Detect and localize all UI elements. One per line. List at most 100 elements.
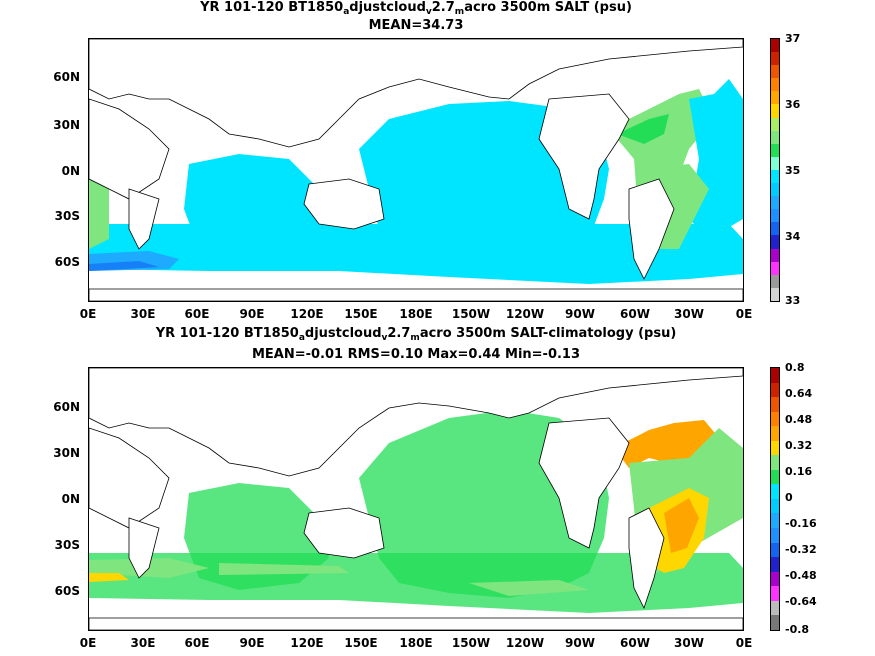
- colorbar-swatch: [771, 411, 779, 427]
- panel1-lon-label: 30E: [130, 307, 156, 321]
- panel2-stats: MEAN=-0.01 RMS=0.10 Max=0.44 Min=-0.13: [251, 347, 581, 362]
- panel1-lon-label: 30W: [674, 307, 704, 321]
- colorbar-swatch: [771, 169, 779, 184]
- colorbar-swatch: [771, 368, 779, 383]
- panel2-lon-label: 30W: [674, 636, 704, 650]
- colorbar-swatch: [771, 65, 779, 79]
- colorbar-swatch: [771, 287, 779, 301]
- colorbar-swatch: [771, 397, 779, 412]
- colorbar-swatch: [771, 104, 779, 118]
- panel1-lat-label: 30S: [54, 209, 80, 223]
- panel1-colorbar: [770, 38, 780, 302]
- panel2-map: [88, 367, 744, 631]
- panel2-lon-label: 30E: [130, 636, 156, 650]
- panel1-colorbar-tick: 36: [785, 98, 801, 111]
- panel2-title: YR 101-120 BT1850adjustcloudv2.7macro 35…: [155, 326, 677, 343]
- colorbar-swatch: [771, 143, 779, 157]
- panel1-lon-label: 180E: [399, 307, 433, 321]
- colorbar-swatch: [771, 440, 779, 456]
- panel2-lon-label: 120W: [505, 636, 545, 650]
- colorbar-swatch: [771, 156, 779, 170]
- panel2-colorbar: [770, 367, 780, 631]
- colorbar-swatch: [771, 78, 779, 92]
- panel1-title: YR 101-120 BT1850adjustcloudv2.7macro 35…: [200, 0, 632, 17]
- colorbar-swatch: [771, 52, 779, 66]
- colorbar-swatch: [771, 248, 779, 262]
- panel1-lat-label: 0N: [61, 164, 80, 178]
- panel1-lon-label: 60W: [620, 307, 650, 321]
- panel1-lon-label: 90W: [565, 307, 595, 321]
- colorbar-swatch: [771, 91, 779, 105]
- panel2-colorbar-tick: -0.16: [785, 517, 817, 530]
- colorbar-swatch: [771, 513, 779, 529]
- panel2-lon-label: 150W: [451, 636, 491, 650]
- panel2-colorbar-tick: 0.8: [785, 361, 805, 374]
- colorbar-swatch: [771, 426, 779, 441]
- panel2-colorbar-tick: -0.32: [785, 543, 817, 556]
- panel2-colorbar-tick: 0.48: [785, 413, 813, 426]
- colorbar-swatch: [771, 528, 779, 543]
- panel2-lat-label: 30N: [53, 446, 80, 460]
- panel2-colorbar-tick: 0.64: [785, 387, 813, 400]
- panel2-colorbar-tick: 0.32: [785, 439, 813, 452]
- panel2-colorbar-tick: 0.16: [785, 465, 813, 478]
- panel1-lat-label: 30N: [53, 118, 80, 132]
- panel2-lon-label: 60W: [620, 636, 650, 650]
- colorbar-swatch: [771, 235, 779, 249]
- panel1-colorbar-tick: 33: [785, 294, 801, 307]
- colorbar-swatch: [771, 382, 779, 398]
- colorbar-swatch: [771, 130, 779, 144]
- panel2-lon-label: 90E: [239, 636, 265, 650]
- panel2-lat-label: 60N: [53, 400, 80, 414]
- colorbar-swatch: [771, 484, 779, 499]
- panel2-lat-label: 30S: [54, 538, 80, 552]
- panel1-lon-label: 90E: [239, 307, 265, 321]
- panel1-lon-label: 120W: [505, 307, 545, 321]
- panel1-lon-label: 60E: [184, 307, 210, 321]
- panel1-colorbar-tick: 34: [785, 230, 801, 243]
- panel2-colorbar-tick: -0.8: [785, 623, 810, 636]
- colorbar-swatch: [771, 117, 779, 131]
- panel1-stats: MEAN=34.73: [368, 18, 464, 33]
- colorbar-swatch: [771, 222, 779, 236]
- panel2-lon-label: 0E: [79, 636, 97, 650]
- panel2-colorbar-tick: 0: [785, 491, 793, 504]
- colorbar-swatch: [771, 209, 779, 223]
- panel1-lon-label: 0E: [735, 307, 753, 321]
- colorbar-swatch: [771, 455, 779, 470]
- panel2-lon-label: 90W: [565, 636, 595, 650]
- colorbar-swatch: [771, 542, 779, 558]
- panel2-colorbar-tick: -0.48: [785, 569, 817, 582]
- colorbar-swatch: [771, 498, 779, 514]
- panel1-colorbar-tick: 37: [785, 32, 801, 45]
- panel2-lon-label: 150E: [344, 636, 378, 650]
- panel2-lat-label: 0N: [61, 492, 80, 506]
- colorbar-swatch: [771, 571, 779, 587]
- panel1-lon-label: 150W: [451, 307, 491, 321]
- panel1-lat-label: 60S: [54, 255, 80, 269]
- panel2-map-svg: [89, 368, 743, 630]
- colorbar-swatch: [771, 469, 779, 485]
- panel2-lon-label: 60E: [184, 636, 210, 650]
- colorbar-swatch: [771, 615, 779, 630]
- colorbar-swatch: [771, 183, 779, 197]
- panel1-map-svg: [89, 39, 743, 301]
- colorbar-swatch: [771, 261, 779, 275]
- panel1-colorbar-tick: 35: [785, 164, 801, 177]
- panel2-colorbar-tick: -0.64: [785, 595, 817, 608]
- colorbar-swatch: [771, 600, 779, 616]
- panel1-lon-label: 0E: [79, 307, 97, 321]
- panel2-lon-label: 180E: [399, 636, 433, 650]
- colorbar-swatch: [771, 196, 779, 210]
- panel1-lon-label: 150E: [344, 307, 378, 321]
- panel2-lon-label: 0E: [735, 636, 753, 650]
- panel2-lon-label: 120E: [290, 636, 324, 650]
- panel1-lon-label: 120E: [290, 307, 324, 321]
- colorbar-swatch: [771, 39, 779, 53]
- colorbar-swatch: [771, 586, 779, 601]
- panel1-map: [88, 38, 744, 302]
- panel1-lat-label: 60N: [53, 70, 80, 84]
- panel2-lat-label: 60S: [54, 584, 80, 598]
- colorbar-swatch: [771, 274, 779, 288]
- colorbar-swatch: [771, 557, 779, 572]
